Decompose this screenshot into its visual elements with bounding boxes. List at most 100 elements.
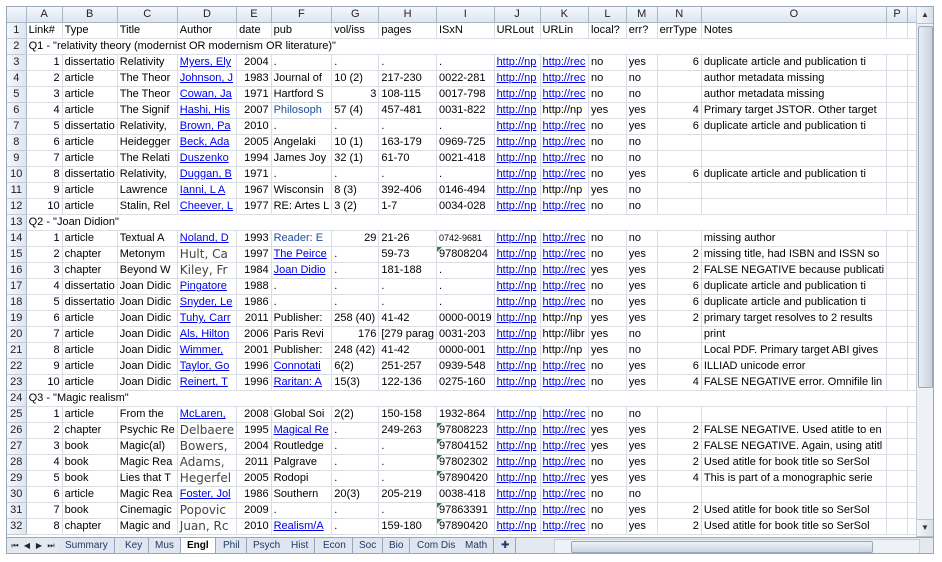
- cell[interactable]: .: [331, 502, 380, 519]
- cell[interactable]: Magical Re: [271, 422, 333, 439]
- cell[interactable]: 57 (4): [331, 102, 380, 119]
- cell[interactable]: 1971: [236, 86, 272, 103]
- cell[interactable]: 0021-418: [436, 150, 495, 167]
- cell[interactable]: no: [588, 358, 627, 375]
- cell[interactable]: 2005: [236, 134, 272, 151]
- cell[interactable]: dissertatio: [62, 118, 118, 135]
- cell[interactable]: [886, 278, 909, 295]
- cell[interactable]: 2007: [236, 102, 272, 119]
- cell[interactable]: .: [271, 54, 333, 71]
- cell[interactable]: Magic Rea: [117, 454, 178, 471]
- cell[interactable]: Myers, Ely: [177, 54, 238, 71]
- cell[interactable]: yes: [588, 102, 627, 119]
- cell[interactable]: .: [331, 118, 380, 135]
- cell[interactable]: 6: [657, 294, 702, 311]
- row-header[interactable]: 3: [7, 54, 27, 71]
- cell[interactable]: [886, 454, 909, 471]
- row-header[interactable]: 25: [7, 406, 27, 423]
- cell[interactable]: http://np: [494, 70, 541, 87]
- cell[interactable]: 21-26: [378, 230, 437, 247]
- cell[interactable]: .: [378, 118, 437, 135]
- cell[interactable]: 2: [657, 438, 702, 455]
- cell[interactable]: vol/iss: [331, 22, 380, 39]
- cell[interactable]: yes: [626, 310, 658, 327]
- cell[interactable]: article: [62, 374, 118, 391]
- cell[interactable]: .: [436, 294, 495, 311]
- cell[interactable]: 2004: [236, 438, 272, 455]
- cell[interactable]: http://rec: [540, 134, 590, 151]
- cell[interactable]: URLout: [494, 22, 541, 39]
- sheet-tab-psych[interactable]: Psych: [247, 538, 288, 553]
- cell[interactable]: Angelaki: [271, 134, 333, 151]
- cell[interactable]: http://np: [494, 166, 541, 183]
- cell[interactable]: .: [378, 294, 437, 311]
- cell[interactable]: 6: [657, 118, 702, 135]
- cell[interactable]: 122-136: [378, 374, 437, 391]
- cell[interactable]: 0000-001: [436, 342, 495, 359]
- last-sheet-icon[interactable]: ⏭: [47, 541, 55, 550]
- cell[interactable]: Stalin, Rel: [117, 198, 178, 215]
- cell[interactable]: no: [588, 70, 627, 87]
- cell[interactable]: http://np: [494, 470, 541, 487]
- cell[interactable]: yes: [626, 54, 658, 71]
- row-header[interactable]: 15: [7, 246, 27, 263]
- column-header[interactable]: C: [117, 7, 178, 23]
- cell[interactable]: Beck, Ada: [177, 134, 238, 151]
- cell[interactable]: 2: [26, 422, 63, 439]
- cell[interactable]: .: [378, 438, 437, 455]
- cell[interactable]: Link#: [26, 22, 63, 39]
- cell[interactable]: yes: [626, 470, 658, 487]
- cell[interactable]: Realism/A: [271, 518, 333, 535]
- sheet-tab-math[interactable]: Math: [459, 538, 495, 553]
- cell[interactable]: .: [378, 470, 437, 487]
- cell[interactable]: http://rec: [540, 166, 590, 183]
- cell[interactable]: .: [378, 502, 437, 519]
- cell[interactable]: http://np: [494, 230, 541, 247]
- cell[interactable]: Lies that T: [117, 470, 178, 487]
- cell[interactable]: 1: [26, 230, 63, 247]
- cell[interactable]: Adams,: [177, 454, 238, 471]
- cell[interactable]: 1988: [236, 278, 272, 295]
- cell[interactable]: [886, 358, 909, 375]
- cell[interactable]: chapter: [62, 246, 118, 263]
- cell[interactable]: 181-188: [378, 262, 437, 279]
- cell[interactable]: article: [62, 406, 118, 423]
- row-header[interactable]: 10: [7, 166, 27, 183]
- cell[interactable]: no: [588, 150, 627, 167]
- cell[interactable]: http://rec: [540, 262, 590, 279]
- sheet-tab-engl[interactable]: Engl: [181, 538, 216, 553]
- cell[interactable]: no: [588, 86, 627, 103]
- horizontal-scroll-thumb[interactable]: [571, 541, 873, 553]
- scroll-up-icon[interactable]: ▲: [917, 7, 933, 24]
- cell[interactable]: Rodopi: [271, 470, 333, 487]
- cell[interactable]: 97804152: [436, 438, 495, 455]
- column-header[interactable]: G: [331, 7, 380, 23]
- cell[interactable]: [657, 150, 702, 167]
- cell[interactable]: Als, Hilton: [177, 326, 238, 343]
- cell[interactable]: 97890420: [436, 470, 495, 487]
- cell[interactable]: Connotati: [271, 358, 333, 375]
- row-header[interactable]: 13: [7, 214, 27, 231]
- cell[interactable]: http://np: [494, 486, 541, 503]
- cell[interactable]: 41-42: [378, 310, 437, 327]
- cell[interactable]: Wisconsin: [271, 182, 333, 199]
- cell[interactable]: Raritan: A: [271, 374, 333, 391]
- cell[interactable]: Reinert, T: [177, 374, 238, 391]
- cell[interactable]: yes: [626, 102, 658, 119]
- cell[interactable]: no: [626, 70, 658, 87]
- cell[interactable]: 1993: [236, 230, 272, 247]
- cell[interactable]: 4: [657, 374, 702, 391]
- cell[interactable]: http://np: [494, 374, 541, 391]
- cell[interactable]: no: [626, 326, 658, 343]
- cell[interactable]: [701, 486, 888, 503]
- cell[interactable]: .: [271, 294, 333, 311]
- cell[interactable]: The Theor: [117, 86, 178, 103]
- cell[interactable]: .: [331, 54, 380, 71]
- cell[interactable]: [886, 422, 909, 439]
- cell[interactable]: book: [62, 438, 118, 455]
- cell[interactable]: 1997: [236, 246, 272, 263]
- cell[interactable]: [657, 182, 702, 199]
- cell[interactable]: .: [271, 502, 333, 519]
- cell[interactable]: http://np: [494, 278, 541, 295]
- cell[interactable]: 2: [657, 502, 702, 519]
